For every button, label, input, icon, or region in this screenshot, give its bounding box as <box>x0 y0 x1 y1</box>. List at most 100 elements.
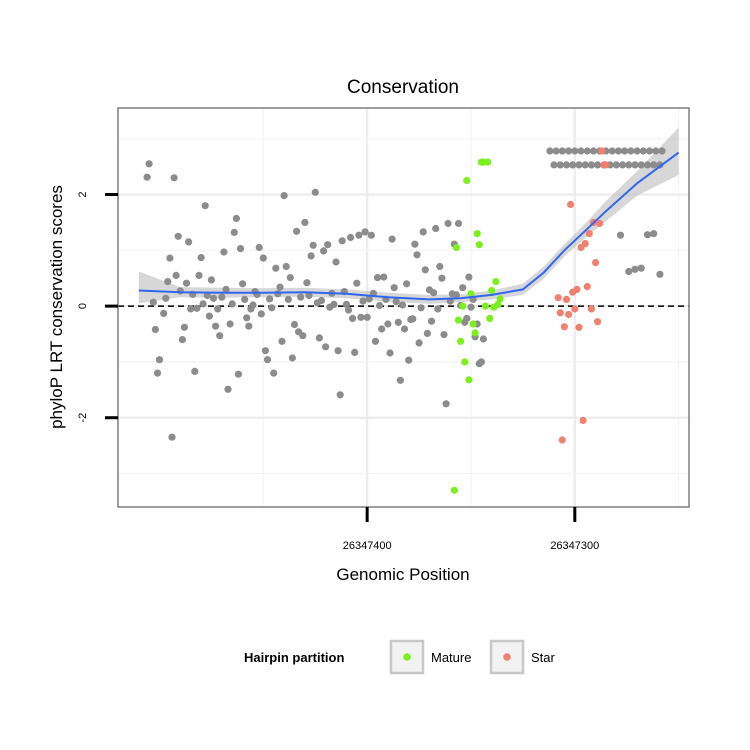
point-unassigned <box>201 202 209 210</box>
point-unassigned <box>415 339 423 347</box>
point-unassigned <box>639 147 647 155</box>
point-unassigned <box>176 287 184 295</box>
point-unassigned <box>454 219 463 228</box>
point-unassigned <box>290 320 299 329</box>
point-unassigned <box>378 325 386 333</box>
point-mature <box>471 329 479 337</box>
point-unassigned <box>320 247 328 255</box>
point-unassigned <box>212 322 220 330</box>
point-mature <box>457 337 465 345</box>
point-unassigned <box>562 161 571 169</box>
point-unassigned <box>365 295 373 303</box>
point-unassigned <box>257 310 265 318</box>
legend-title: Hairpin partition <box>244 650 344 665</box>
point-unassigned <box>581 161 589 169</box>
point-mature <box>481 302 490 310</box>
point-unassigned <box>650 230 658 238</box>
point-unassigned <box>380 273 388 281</box>
point-unassigned <box>324 241 332 249</box>
smooth-line <box>138 151 680 301</box>
point-unassigned <box>286 274 294 282</box>
point-unassigned <box>259 254 267 262</box>
point-unassigned <box>232 214 240 223</box>
point-mature <box>469 320 477 328</box>
point-unassigned <box>430 289 438 297</box>
point-unassigned <box>625 267 633 276</box>
point-mature <box>496 295 504 303</box>
point-unassigned <box>637 161 645 169</box>
point-unassigned <box>230 228 238 236</box>
point-unassigned <box>388 235 396 243</box>
point-unassigned <box>575 161 583 169</box>
point-unassigned <box>556 161 564 169</box>
point-unassigned <box>413 251 421 259</box>
point-unassigned <box>261 347 269 355</box>
point-unassigned <box>394 318 402 326</box>
point-unassigned <box>411 240 419 248</box>
point-unassigned <box>552 147 560 155</box>
point-unassigned <box>334 347 342 355</box>
point-unassigned <box>249 301 257 309</box>
point-unassigned <box>569 161 577 169</box>
point-unassigned <box>459 284 467 292</box>
point-mature <box>463 176 471 185</box>
point-unassigned <box>145 160 153 168</box>
point-mature <box>461 358 469 366</box>
point-unassigned <box>355 231 363 239</box>
point-star <box>581 240 589 248</box>
chart-title: Conservation <box>347 77 459 98</box>
point-unassigned <box>465 273 473 281</box>
point-unassigned <box>317 296 326 305</box>
point-star <box>596 219 604 228</box>
point-unassigned <box>153 369 162 377</box>
point-star <box>575 323 583 331</box>
point-star <box>585 230 593 238</box>
legend-label-star: Star <box>531 650 556 665</box>
point-star <box>556 309 564 317</box>
point-star <box>592 259 600 267</box>
y-tick-label: 2 <box>77 191 89 197</box>
smooth-curve <box>138 151 680 301</box>
point-unassigned <box>467 303 475 311</box>
point-unassigned <box>392 298 400 306</box>
point-unassigned <box>174 232 182 240</box>
point-unassigned <box>432 224 440 233</box>
point-unassigned <box>351 348 359 356</box>
plot-panel <box>117 107 690 508</box>
point-unassigned <box>151 325 159 334</box>
point-unassigned <box>301 218 309 226</box>
point-star <box>560 323 569 331</box>
point-unassigned <box>193 304 201 312</box>
point-mature <box>454 316 463 324</box>
point-unassigned <box>220 248 228 256</box>
legend: Hairpin partition Mature Star <box>244 639 556 675</box>
point-unassigned <box>625 161 633 169</box>
point-unassigned <box>349 314 357 322</box>
point-unassigned <box>338 237 346 245</box>
point-unassigned <box>631 265 639 273</box>
point-unassigned <box>438 274 446 282</box>
point-unassigned <box>594 161 602 169</box>
point-mature <box>459 302 467 310</box>
point-unassigned <box>224 385 232 393</box>
point-star <box>573 285 581 293</box>
point-unassigned <box>643 231 652 239</box>
point-unassigned <box>344 306 353 314</box>
point-unassigned <box>434 305 442 313</box>
point-unassigned <box>409 315 417 323</box>
point-unassigned <box>627 147 635 155</box>
point-star <box>567 200 575 209</box>
point-unassigned <box>376 301 384 310</box>
point-unassigned <box>440 331 448 339</box>
point-unassigned <box>436 262 444 271</box>
point-unassigned <box>550 161 558 169</box>
point-unassigned <box>245 322 253 330</box>
point-unassigned <box>311 188 319 196</box>
point-unassigned <box>218 293 226 301</box>
point-unassigned <box>357 313 365 321</box>
point-unassigned <box>558 147 566 155</box>
point-star <box>583 283 591 291</box>
point-unassigned <box>185 238 193 246</box>
point-unassigned <box>367 231 375 239</box>
